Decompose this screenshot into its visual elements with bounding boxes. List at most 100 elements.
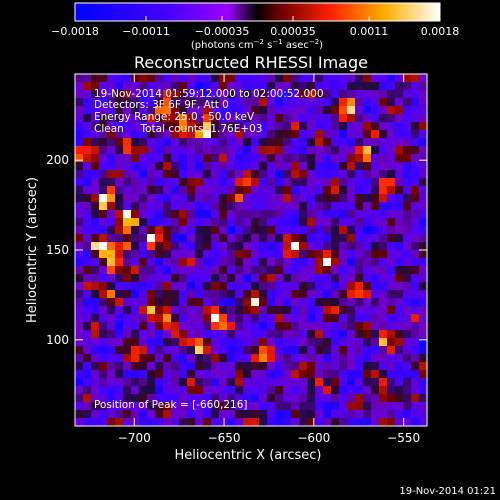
heat-cell xyxy=(99,98,108,107)
heat-cell xyxy=(315,266,324,275)
heat-cell xyxy=(99,306,108,315)
heat-cell xyxy=(259,154,268,163)
heat-cell xyxy=(123,402,132,411)
heat-cell xyxy=(115,74,124,83)
heat-cell xyxy=(227,234,236,243)
heat-cell xyxy=(75,354,84,363)
heat-cell xyxy=(187,90,196,99)
heat-cell xyxy=(403,314,412,323)
heat-cell xyxy=(339,258,348,267)
heat-cell xyxy=(371,418,380,426)
heat-cell xyxy=(355,210,364,219)
heat-cell xyxy=(235,266,244,275)
heat-cell xyxy=(155,242,164,251)
heat-cell xyxy=(235,298,244,307)
heat-cell xyxy=(419,266,427,275)
heat-cell xyxy=(147,410,156,419)
heat-cell xyxy=(339,338,348,347)
heat-cell xyxy=(147,82,156,91)
heat-cell xyxy=(107,146,116,155)
heat-cell xyxy=(99,378,108,387)
heat-cell xyxy=(91,306,100,315)
heat-cell xyxy=(379,82,388,91)
heat-cell xyxy=(355,298,364,307)
heat-cell xyxy=(267,346,276,355)
heat-cell xyxy=(211,346,220,355)
heat-cell xyxy=(163,242,172,251)
heat-cell xyxy=(219,146,228,155)
heat-cell xyxy=(307,106,316,115)
heat-cell xyxy=(131,186,140,195)
heat-cell xyxy=(379,338,388,347)
heat-cell xyxy=(419,386,427,395)
heat-cell xyxy=(83,74,92,83)
heat-cell xyxy=(99,162,108,171)
heat-cell xyxy=(419,242,427,251)
heat-cell xyxy=(147,378,156,387)
heat-cell xyxy=(323,242,332,251)
heat-cell xyxy=(419,314,427,323)
heat-cell xyxy=(131,386,140,395)
heat-cell xyxy=(259,138,268,147)
heat-cell xyxy=(211,370,220,379)
heat-cell xyxy=(139,242,148,251)
heat-cell xyxy=(275,386,284,395)
heat-cell xyxy=(131,194,140,203)
heat-cell xyxy=(299,274,308,283)
heat-cell xyxy=(299,266,308,275)
heat-cell xyxy=(99,170,108,179)
heat-cell xyxy=(195,210,204,219)
heat-cell xyxy=(163,298,172,307)
heat-cell xyxy=(347,170,356,179)
heat-cell xyxy=(179,162,188,171)
heat-cell xyxy=(179,322,188,331)
heat-cell xyxy=(131,394,140,403)
heat-cell xyxy=(363,154,372,163)
heat-cell xyxy=(315,250,324,259)
heat-cell xyxy=(387,234,396,243)
heat-cell xyxy=(299,362,308,371)
heat-cell xyxy=(275,242,284,251)
heat-cell xyxy=(315,130,324,139)
heat-cell xyxy=(307,122,316,131)
heat-cell xyxy=(227,266,236,275)
heat-cell xyxy=(203,274,212,283)
heat-cell xyxy=(91,354,100,363)
heat-cell xyxy=(195,114,204,123)
heat-cell xyxy=(163,418,172,426)
heat-cell xyxy=(251,242,260,251)
heat-cell xyxy=(203,234,212,243)
heat-cell xyxy=(411,138,420,147)
heat-cell xyxy=(163,354,172,363)
heat-cell xyxy=(147,130,156,139)
heat-cell xyxy=(171,306,180,315)
heat-cell xyxy=(259,274,268,283)
heat-cell xyxy=(315,402,324,411)
heat-cell xyxy=(307,394,316,403)
heat-cell xyxy=(203,178,212,187)
heat-cell xyxy=(331,266,340,275)
heat-cell xyxy=(283,354,292,363)
heat-cell xyxy=(379,378,388,387)
heat-cell xyxy=(187,234,196,243)
heat-cell xyxy=(251,162,260,171)
heat-cell xyxy=(411,306,420,315)
heat-cell xyxy=(371,362,380,371)
heat-cell xyxy=(211,330,220,339)
heat-cell xyxy=(219,186,228,195)
heat-cell xyxy=(91,218,100,227)
heat-cell xyxy=(411,314,420,323)
heat-cell xyxy=(139,402,148,411)
heat-cell xyxy=(355,138,364,147)
heat-cell xyxy=(299,298,308,307)
heat-cell xyxy=(147,226,156,235)
heat-cell xyxy=(131,162,140,171)
heatmap-image xyxy=(75,74,427,426)
heat-cell xyxy=(235,322,244,331)
heat-cell xyxy=(235,378,244,387)
heat-cell xyxy=(75,242,84,251)
heat-cell xyxy=(251,218,260,227)
heat-cell xyxy=(411,210,420,219)
heat-cell xyxy=(91,210,100,219)
heat-cell xyxy=(363,418,372,426)
